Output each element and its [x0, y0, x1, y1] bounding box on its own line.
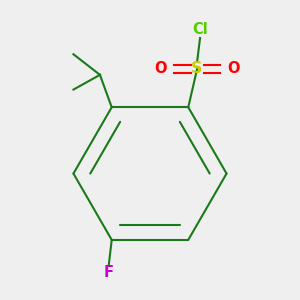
Text: O: O [154, 61, 167, 76]
Text: Cl: Cl [192, 22, 208, 37]
Text: F: F [104, 265, 114, 280]
Text: S: S [191, 61, 203, 76]
Text: O: O [227, 61, 240, 76]
